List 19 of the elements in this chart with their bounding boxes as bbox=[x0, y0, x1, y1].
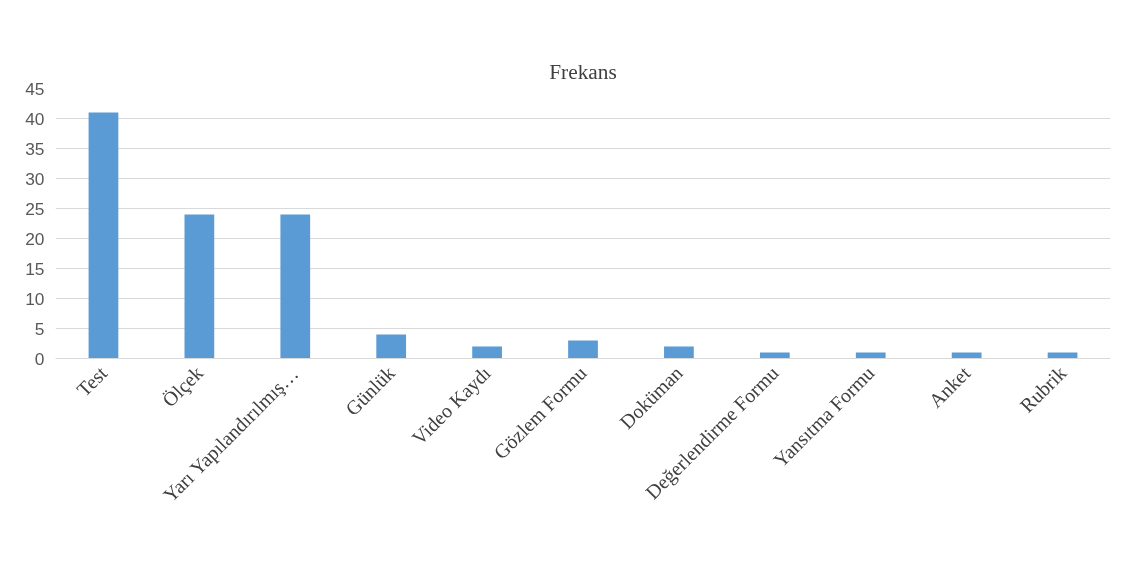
y-tick-label: 30 bbox=[25, 168, 45, 189]
chart-title: Frekans bbox=[549, 59, 617, 84]
y-tick-label: 40 bbox=[25, 108, 45, 129]
bar bbox=[568, 340, 598, 359]
bar bbox=[184, 214, 215, 359]
bar bbox=[88, 112, 119, 359]
bar bbox=[472, 346, 502, 359]
y-tick-label: 35 bbox=[25, 138, 45, 159]
y-tick-label: 45 bbox=[25, 78, 45, 99]
bar bbox=[376, 334, 407, 359]
bar bbox=[280, 214, 311, 359]
x-tick-label: Test bbox=[72, 361, 112, 401]
y-tick-label: 25 bbox=[25, 198, 45, 219]
y-tick-label: 10 bbox=[25, 288, 45, 309]
y-tick-label: 20 bbox=[25, 228, 45, 249]
y-tick-label: 15 bbox=[25, 258, 45, 279]
y-tick-label: 5 bbox=[34, 318, 45, 339]
y-tick-label: 0 bbox=[34, 348, 45, 369]
bar bbox=[664, 346, 694, 359]
